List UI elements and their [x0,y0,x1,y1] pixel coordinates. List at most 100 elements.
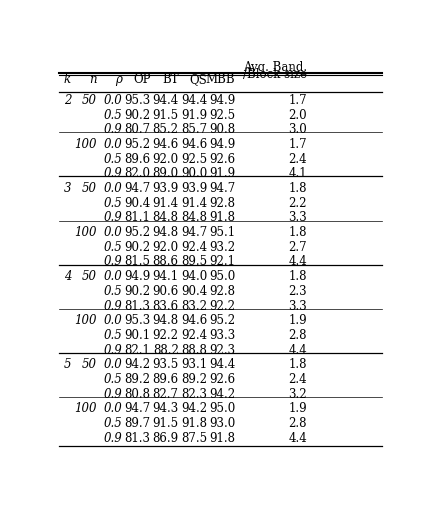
Text: 80.8: 80.8 [124,387,150,401]
Text: 89.7: 89.7 [124,417,150,430]
Text: 92.8: 92.8 [209,197,235,210]
Text: 92.8: 92.8 [209,285,235,298]
Text: ρ: ρ [115,74,122,86]
Text: 0.5: 0.5 [103,285,122,298]
Text: 4: 4 [64,270,71,283]
Text: 94.8: 94.8 [153,226,179,239]
Text: 95.2: 95.2 [124,226,150,239]
Text: 0.9: 0.9 [103,387,122,401]
Text: 0.9: 0.9 [103,123,122,136]
Text: 89.6: 89.6 [124,153,150,165]
Text: 1.8: 1.8 [289,182,307,195]
Text: 0.0: 0.0 [103,138,122,151]
Text: 94.6: 94.6 [181,138,207,151]
Text: 83.6: 83.6 [153,299,179,313]
Text: 82.1: 82.1 [125,343,150,357]
Text: 93.0: 93.0 [209,417,235,430]
Text: 91.8: 91.8 [209,211,235,224]
Text: 91.4: 91.4 [153,197,179,210]
Text: 0.9: 0.9 [103,343,122,357]
Text: 5: 5 [64,358,71,372]
Text: 2.8: 2.8 [289,329,307,342]
Text: 94.7: 94.7 [124,402,150,416]
Text: 4.4: 4.4 [288,255,307,268]
Text: 50: 50 [82,358,97,372]
Text: 0.0: 0.0 [103,358,122,372]
Text: 91.4: 91.4 [181,197,207,210]
Text: 0.0: 0.0 [103,402,122,416]
Text: 89.2: 89.2 [124,373,150,386]
Text: 83.2: 83.2 [181,299,207,313]
Text: 100: 100 [74,314,97,327]
Text: 1.8: 1.8 [289,270,307,283]
Text: 0.0: 0.0 [103,94,122,107]
Text: 93.1: 93.1 [181,358,207,372]
Text: 93.2: 93.2 [209,241,235,254]
Text: 90.4: 90.4 [124,197,150,210]
Text: /Block size: /Block size [243,68,307,81]
Text: 94.0: 94.0 [181,270,207,283]
Text: OP: OP [133,74,150,86]
Text: 2.4: 2.4 [289,373,307,386]
Text: 2.0: 2.0 [289,109,307,121]
Text: 0.9: 0.9 [103,299,122,313]
Text: 90.2: 90.2 [124,109,150,121]
Text: 0.5: 0.5 [103,197,122,210]
Text: 92.4: 92.4 [181,329,207,342]
Text: 90.0: 90.0 [181,167,207,180]
Text: 84.8: 84.8 [181,211,207,224]
Text: 94.1: 94.1 [153,270,179,283]
Text: 89.5: 89.5 [181,255,207,268]
Text: 0.0: 0.0 [103,314,122,327]
Text: 0.5: 0.5 [103,417,122,430]
Text: 92.6: 92.6 [209,373,235,386]
Text: 81.3: 81.3 [124,299,150,313]
Text: 3: 3 [64,182,71,195]
Text: 87.5: 87.5 [181,432,207,445]
Text: 95.2: 95.2 [124,138,150,151]
Text: 0.9: 0.9 [103,167,122,180]
Text: 94.3: 94.3 [153,402,179,416]
Text: 92.1: 92.1 [209,255,235,268]
Text: 92.0: 92.0 [153,241,179,254]
Text: 95.0: 95.0 [209,270,235,283]
Text: 88.2: 88.2 [153,343,179,357]
Text: 94.7: 94.7 [124,182,150,195]
Text: 4.4: 4.4 [288,432,307,445]
Text: 85.7: 85.7 [181,123,207,136]
Text: 95.2: 95.2 [209,314,235,327]
Text: 84.8: 84.8 [153,211,179,224]
Text: 100: 100 [74,226,97,239]
Text: 90.6: 90.6 [153,285,179,298]
Text: 1.8: 1.8 [289,358,307,372]
Text: QS: QS [189,74,207,86]
Text: 50: 50 [82,94,97,107]
Text: 2: 2 [64,94,71,107]
Text: 93.9: 93.9 [153,182,179,195]
Text: 90.8: 90.8 [209,123,235,136]
Text: 0.5: 0.5 [103,109,122,121]
Text: 91.9: 91.9 [209,167,235,180]
Text: 92.2: 92.2 [209,299,235,313]
Text: 94.6: 94.6 [153,138,179,151]
Text: 0.9: 0.9 [103,432,122,445]
Text: 93.5: 93.5 [153,358,179,372]
Text: 94.2: 94.2 [181,402,207,416]
Text: 82.0: 82.0 [124,167,150,180]
Text: BT: BT [162,74,179,86]
Text: 0.0: 0.0 [103,182,122,195]
Text: 92.3: 92.3 [209,343,235,357]
Text: 95.1: 95.1 [209,226,235,239]
Text: k: k [64,74,71,86]
Text: 4.4: 4.4 [288,343,307,357]
Text: 82.3: 82.3 [181,387,207,401]
Text: 94.9: 94.9 [209,138,235,151]
Text: 86.9: 86.9 [153,432,179,445]
Text: 1.9: 1.9 [289,402,307,416]
Text: 94.9: 94.9 [209,94,235,107]
Text: 81.3: 81.3 [124,432,150,445]
Text: 0.5: 0.5 [103,329,122,342]
Text: 91.5: 91.5 [153,109,179,121]
Text: 3.0: 3.0 [288,123,307,136]
Text: 81.1: 81.1 [125,211,150,224]
